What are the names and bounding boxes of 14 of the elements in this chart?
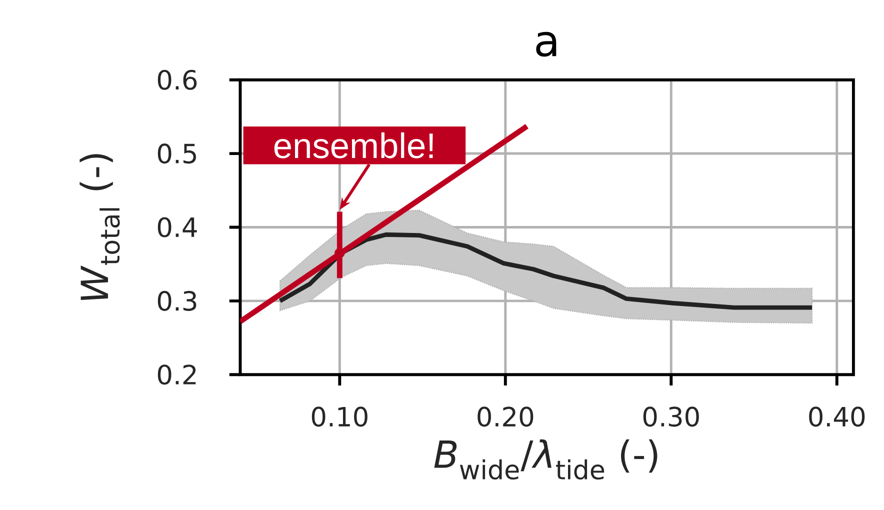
x-tick-label: 0.10 [312, 406, 368, 427]
x-tick-label: 0.20 [478, 406, 534, 427]
x-tick-label: 0.30 [643, 406, 699, 427]
annotation: ensemble! [274, 132, 433, 158]
line-series [278, 232, 814, 310]
y-tick-label: 0.5 [158, 144, 196, 164]
y-tick-label: 0.6 [158, 70, 197, 90]
y-tick-label: 0.2 [158, 364, 196, 385]
y-tick-label: 0.4 [158, 217, 197, 238]
x-axis-title: B$_{wide}$/λ$_{tide}$ (-) [434, 440, 658, 480]
x-tick-label: 0.40 [809, 406, 865, 427]
y-tick-label: 0.3 [158, 291, 196, 312]
chart-title: a [536, 32, 556, 57]
y-axis-title: W$_{total}$ (-) [80, 154, 120, 300]
